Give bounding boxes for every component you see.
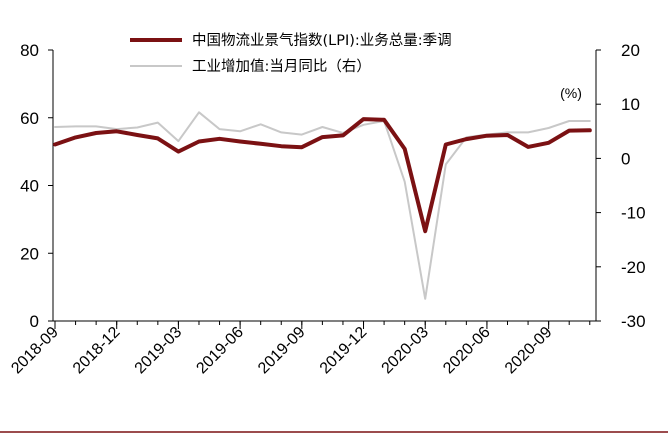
x-tick-label: 2020-03: [379, 324, 433, 378]
right-tick-label: 20: [621, 41, 640, 60]
right-y-axis: -30 -20 -10 0 10 20 (%): [560, 41, 645, 331]
right-tick-label: -20: [621, 258, 646, 277]
legend-label: 工业增加值:当月同比（右）: [192, 58, 371, 75]
x-axis: 2018-09 2018-12 2019-03 2019-06 2019-09 2019-…: [8, 320, 596, 378]
right-tick-label: -10: [621, 204, 646, 223]
x-tick-label: 2020-06: [440, 324, 494, 378]
right-tick-label: 10: [621, 95, 640, 114]
x-tick-label: 2020-09: [502, 324, 556, 378]
right-tick-label: 0: [621, 149, 630, 168]
right-axis-unit-label: (%): [560, 85, 582, 101]
left-tick-label: 40: [20, 177, 39, 196]
left-tick-label: 60: [20, 109, 39, 128]
x-tick-label: 2018-12: [70, 324, 124, 378]
x-tick-label: 2019-06: [193, 324, 247, 378]
right-tick-label: -30: [621, 312, 646, 331]
legend-label: 中国物流业景气指数(LPI):业务总量:季调: [192, 32, 452, 49]
series-line-industrial-value-added: [54, 111, 591, 300]
series-line-lpi: [53, 117, 592, 234]
left-tick-label: 20: [20, 244, 39, 263]
series-lines: [53, 111, 592, 300]
x-tick-label: 2019-09: [255, 324, 309, 378]
x-tick-label: 2019-12: [317, 324, 371, 378]
left-tick-label: 0: [30, 312, 39, 331]
left-y-axis: 0 20 40 60 80: [20, 41, 54, 331]
left-tick-label: 80: [20, 41, 39, 60]
x-tick-label: 2019-03: [132, 324, 186, 378]
x-tick-label: 2018-09: [8, 324, 62, 378]
